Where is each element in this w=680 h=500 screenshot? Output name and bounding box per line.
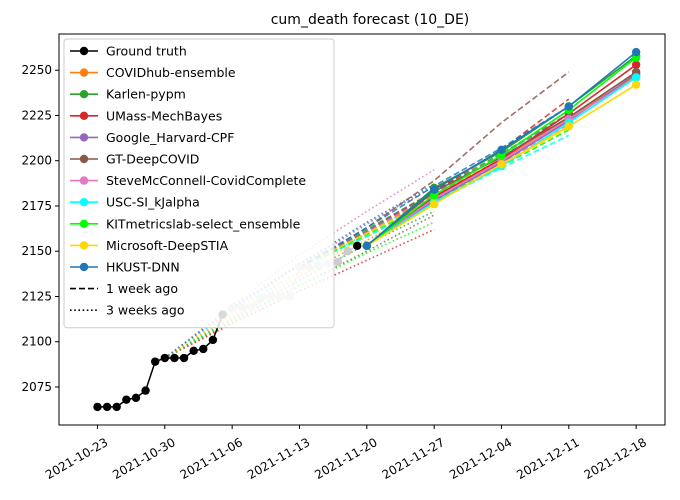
ground-truth-point	[93, 402, 102, 412]
forecast-point-HKUST-DNN	[564, 102, 574, 111]
forecast-point-USC-SI_kJalpha	[631, 73, 641, 82]
ground-truth-point	[102, 402, 112, 412]
legend-marker	[79, 219, 89, 228]
ground-truth-point	[352, 241, 362, 250]
legend-entry: COVIDhub-ensemble	[70, 65, 236, 80]
legend-label: HKUST-DNN	[106, 260, 180, 275]
y-tick-label: 2100	[21, 335, 52, 349]
ground-truth-point	[343, 247, 352, 256]
legend-marker	[79, 90, 89, 99]
legend-entry: UMass-MechBayes	[70, 108, 222, 123]
ground-truth-point	[131, 393, 141, 403]
ground-truth-point	[170, 353, 179, 363]
legend-marker	[79, 133, 89, 142]
forecast-point-Microsoft-DeepSTIA	[631, 80, 641, 89]
y-tick-label: 2175	[21, 199, 52, 213]
x-tick-label: 2021-12-11	[514, 435, 581, 482]
forecast-point-Microsoft-DeepSTIA	[429, 199, 439, 209]
legend-label: Microsoft-DeepSTIA	[106, 238, 229, 253]
chart-title: cum_death forecast (10_DE)	[271, 12, 470, 28]
x-tick-label: 2021-12-04	[447, 435, 514, 482]
x-tick-label: 2021-12-18	[582, 435, 649, 482]
forecast-point-HKUST-DNN	[429, 185, 439, 194]
ground-truth-point	[189, 346, 198, 355]
legend-marker	[79, 68, 89, 77]
legend-entry: Ground truth	[70, 44, 187, 59]
legend-label: USC-SI_kJalpha	[106, 195, 200, 210]
legend-entry: Microsoft-DeepSTIA	[70, 238, 229, 253]
legend-marker	[79, 198, 89, 207]
ground-truth-point	[333, 257, 343, 267]
legend-marker	[79, 241, 89, 250]
legend-box	[63, 38, 335, 329]
x-tick-label: 2021-11-13	[245, 435, 312, 482]
legend-label: SteveMcConnell-CovidComplete	[106, 173, 306, 188]
legend-label: Google_Harvard-CPF	[106, 130, 234, 145]
legend-marker	[79, 46, 89, 56]
legend-entry: USC-SI_kJalpha	[70, 195, 200, 210]
ground-truth-point	[141, 386, 150, 395]
legend-entry: GT-DeepCOVID	[70, 152, 199, 167]
legend-label: UMass-MechBayes	[106, 108, 222, 123]
y-tick-label: 2200	[21, 154, 52, 168]
forecast-point-HKUST-DNN	[362, 241, 372, 250]
legend-entry: Karlen-pypm	[70, 87, 186, 102]
legend-entry: HKUST-DNN	[70, 260, 180, 275]
legend-entry: Google_Harvard-CPF	[70, 130, 234, 145]
y-tick-label: 2225	[21, 108, 52, 122]
legend-label: 1 week ago	[106, 281, 178, 296]
forecast-1wk-line-UMass-MechBayes	[299, 98, 570, 269]
y-tick-label: 2075	[21, 380, 52, 394]
legend-label: Karlen-pypm	[106, 87, 186, 102]
forecast-3wk-line-GT-DeepCOVID	[164, 214, 435, 359]
forecast-3wk-line-KITmetricslab-select_ensemble	[164, 221, 435, 359]
ground-truth-point	[122, 395, 131, 404]
legend-entry: SteveMcConnell-CovidComplete	[70, 173, 306, 188]
legend: Ground truth COVIDhub-ensemble Karlen-pypm…	[63, 38, 335, 329]
x-tick-label: 2021-11-06	[178, 435, 245, 482]
legend-label: GT-DeepCOVID	[106, 152, 199, 167]
forecast-point-HKUST-DNN	[631, 47, 641, 57]
legend-marker	[79, 154, 89, 164]
x-tick-label: 2021-10-30	[110, 435, 177, 482]
y-tick-label: 2150	[21, 244, 52, 258]
forecast-point-UMass-MechBayes	[631, 60, 641, 69]
ground-truth-point	[150, 357, 160, 366]
legend-label: 3 weeks ago	[106, 303, 185, 318]
forecast-point-Microsoft-DeepSTIA	[497, 160, 506, 169]
ground-truth-line	[97, 314, 224, 408]
legend-entry: KITmetricslab-select_ensemble	[70, 216, 301, 231]
legend-label: Ground truth	[106, 44, 187, 59]
ground-truth-point	[208, 335, 218, 345]
y-tick-label: 2250	[21, 63, 52, 77]
legend-label: COVIDhub-ensemble	[106, 65, 236, 80]
y-tick-label: 2125	[21, 289, 52, 303]
legend-entry: 1 week ago	[70, 281, 178, 296]
forecast-1wk-line-GT-DeepCOVID	[299, 71, 570, 269]
ground-truth-point	[112, 402, 121, 412]
x-tick-label: 2021-10-23	[43, 435, 110, 482]
forecast-point-Microsoft-DeepSTIA	[564, 122, 574, 131]
x-tick-label: 2021-11-20	[312, 435, 379, 482]
legend-marker	[79, 176, 89, 185]
ground-truth-point	[160, 353, 170, 363]
legend-label: KITmetricslab-select_ensemble	[106, 216, 301, 231]
plot-frame	[58, 33, 666, 426]
forecast-point-HKUST-DNN	[497, 145, 506, 155]
ground-truth-point	[179, 353, 189, 363]
forecast-1wk-line-KITmetricslab-select_ensemble	[299, 129, 570, 269]
x-tick-label: 2021-11-27	[380, 435, 447, 482]
ground-truth-point	[199, 344, 208, 354]
legend-entry: 3 weeks ago	[70, 303, 185, 318]
legend-marker	[79, 262, 89, 272]
legend-marker	[79, 111, 89, 121]
forecast-3wk-line-UMass-MechBayes	[164, 228, 435, 359]
